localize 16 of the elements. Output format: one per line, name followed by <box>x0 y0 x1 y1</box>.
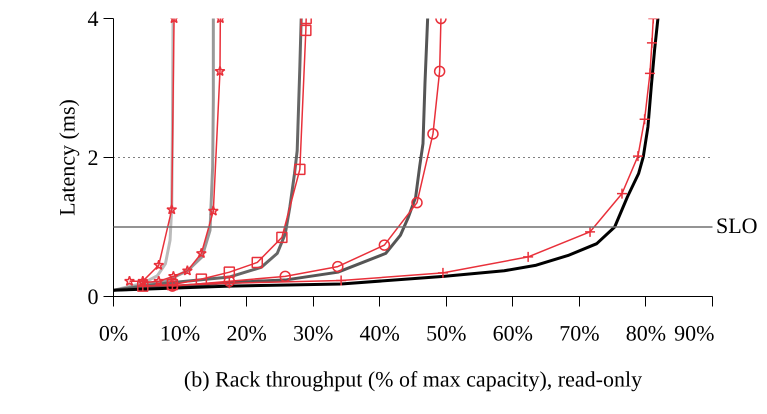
x-tick-label: 80% <box>626 320 666 346</box>
y-tick-label: 2 <box>88 145 98 170</box>
x-tick-label: 30% <box>293 320 334 346</box>
y-axis-title: Latency (ms) <box>54 99 80 216</box>
x-tick-label: 20% <box>226 320 267 346</box>
x-tick-label: 40% <box>360 320 400 346</box>
y-tick-label: 4 <box>88 6 98 31</box>
x-tick-label: 10% <box>160 320 200 346</box>
x-tick-label: 50% <box>426 320 466 346</box>
y-tick-label: 0 <box>88 284 98 309</box>
x-tick-label: 70% <box>559 320 600 346</box>
x-tick-label: 90% <box>674 320 714 346</box>
x-tick-label: 60% <box>492 320 533 346</box>
ref-line-label: SLO <box>716 213 758 239</box>
x-tick-label: 0% <box>98 320 128 346</box>
x-axis-title: (b) Rack throughput (% of max capacity), read-only <box>184 366 642 392</box>
